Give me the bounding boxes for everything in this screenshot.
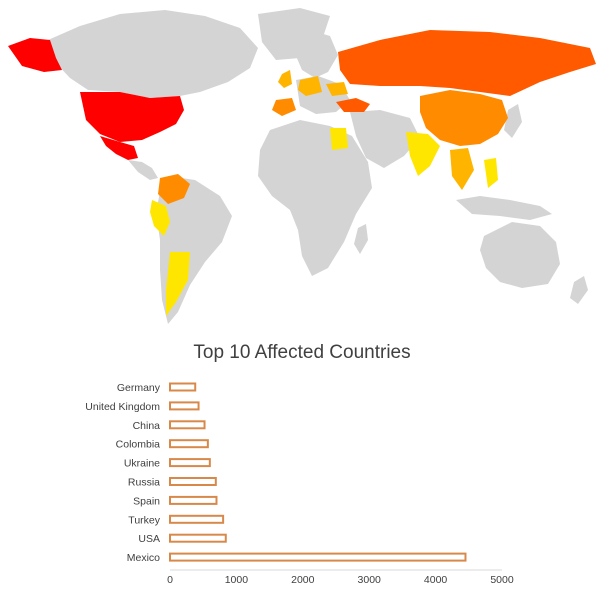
region-argentina	[166, 252, 190, 316]
category-label: China	[133, 420, 161, 432]
x-tick-label: 1000	[225, 574, 249, 586]
country-spain	[272, 98, 296, 116]
category-label: Mexico	[127, 552, 160, 564]
x-tick-label: 5000	[490, 574, 514, 586]
land-middle-east	[350, 110, 420, 168]
land-scandinavia	[290, 30, 338, 78]
bar	[169, 495, 218, 505]
country-turkey	[336, 98, 370, 112]
bar-series: Germany United Kingdom China Colombia Ukrain…	[85, 382, 467, 564]
bar	[169, 552, 467, 562]
x-tick-label: 2000	[291, 574, 315, 586]
bar-chart: Top 10 Affected Countries Germany United …	[85, 342, 514, 586]
country-germany	[298, 76, 322, 96]
country-united-kingdom	[278, 70, 292, 88]
country-mexico	[100, 136, 138, 160]
land-new-zealand	[570, 276, 588, 304]
affected-countries	[8, 30, 596, 316]
land-canada	[48, 10, 258, 98]
bar	[169, 401, 200, 411]
category-label: United Kingdom	[85, 401, 160, 413]
x-tick-label: 0	[167, 574, 173, 586]
category-label: Spain	[133, 495, 160, 507]
country-usa	[80, 92, 184, 142]
land-madagascar	[354, 224, 368, 254]
chart-title: Top 10 Affected Countries	[193, 342, 410, 363]
land-indonesia	[456, 196, 552, 220]
region-egypt	[330, 128, 348, 150]
category-label: Ukraine	[124, 458, 160, 470]
category-label: USA	[138, 533, 160, 545]
bar	[169, 439, 209, 449]
bar	[169, 458, 211, 468]
world-map	[8, 8, 596, 324]
category-label: Russia	[128, 477, 160, 489]
x-tick-label: 4000	[424, 574, 448, 586]
category-label: Colombia	[116, 439, 161, 451]
land-japan	[504, 104, 522, 138]
bar	[169, 420, 206, 430]
country-colombia	[158, 174, 190, 204]
land-central-america	[128, 160, 158, 180]
bar	[169, 477, 217, 486]
country-russia	[338, 30, 596, 96]
country-ukraine	[326, 82, 348, 96]
region-southeast-asia	[450, 148, 474, 190]
country-china	[420, 90, 508, 146]
x-axis: 0 1000 2000 3000 4000 5000	[167, 574, 514, 586]
country-usa-alaska	[8, 38, 62, 72]
category-label: Turkey	[128, 514, 160, 526]
bar	[169, 533, 227, 543]
bar	[169, 382, 197, 392]
region-india	[406, 132, 440, 176]
land-africa	[258, 120, 372, 276]
x-tick-label: 3000	[358, 574, 382, 586]
land-australia	[480, 222, 560, 288]
category-label: Germany	[117, 382, 161, 394]
bar	[169, 514, 225, 524]
region-philippines	[484, 158, 498, 188]
region-south-america-west	[150, 200, 170, 236]
